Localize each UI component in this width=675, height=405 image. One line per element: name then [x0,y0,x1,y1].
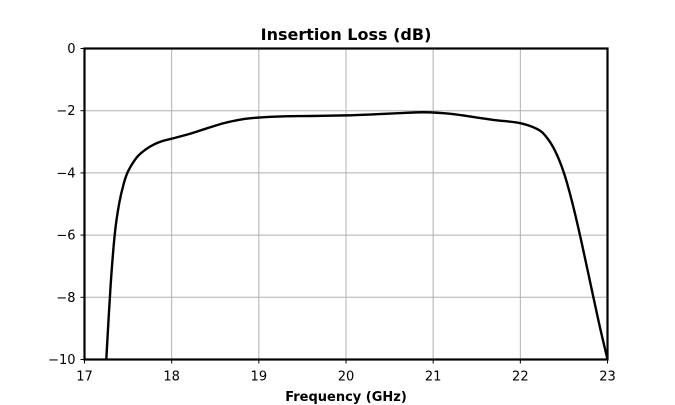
y-tick-labels: 0 −2 −4 −6 −8 −10 [48,42,75,368]
x-tick-label: 23 [599,370,616,385]
x-tick-label: 18 [163,370,180,385]
y-tick-label: −4 [56,166,75,181]
x-tick-label: 22 [512,370,529,385]
x-tick-label: 20 [338,370,355,385]
x-tick-label: 19 [251,370,268,385]
y-tick-label: −2 [56,104,75,119]
insertion-loss-line [105,111,609,360]
y-tick-label: −8 [56,291,75,306]
axis-ticks [80,48,608,364]
y-tick-label: 0 [67,42,75,57]
grid-lines [84,48,608,360]
chart-title: Insertion Loss (dB) [261,25,432,44]
x-axis-label: Frequency (GHz) [285,390,407,405]
x-tick-labels: 17 18 19 20 21 22 23 [76,370,616,385]
y-tick-label: −6 [56,229,75,244]
x-tick-label: 21 [425,370,442,385]
x-tick-label: 17 [76,370,93,385]
y-tick-label: −10 [48,353,75,368]
